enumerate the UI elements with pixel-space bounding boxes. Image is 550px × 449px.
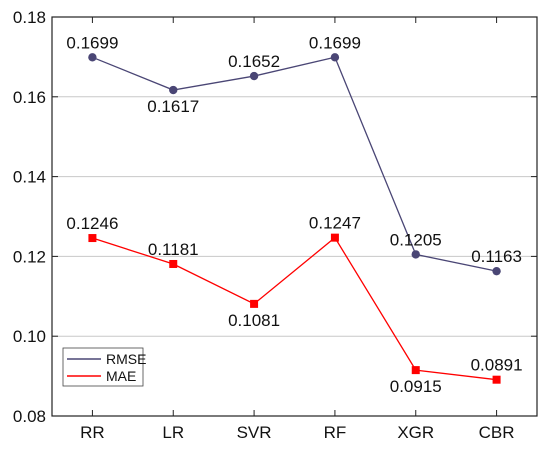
legend-label: RMSE: [106, 351, 146, 367]
y-tick-label: 0.18: [13, 8, 46, 27]
data-point: [249, 71, 259, 81]
plot-area-frame: [51, 16, 538, 417]
x-tick-label: LR: [162, 423, 184, 442]
y-tick-label: 0.14: [13, 168, 46, 187]
x-tick-label: SVR: [237, 423, 272, 442]
x-tick-label: CBR: [479, 423, 515, 442]
data-point: [411, 250, 420, 259]
data-label: 0.1246: [66, 214, 118, 233]
series-lines: [92, 56, 497, 381]
data-point: [169, 85, 178, 95]
legend-label: MAE: [106, 368, 136, 384]
data-label: 0.1699: [309, 33, 361, 52]
data-point: [169, 259, 178, 268]
data-point: [88, 234, 97, 243]
y-tick-label: 0.10: [13, 327, 46, 346]
data-point: [492, 375, 501, 384]
data-point: [330, 233, 339, 242]
data-label: 0.1181: [148, 240, 199, 259]
data-label: 0.1081: [228, 311, 280, 330]
x-tick-label: XGR: [397, 423, 434, 442]
data-point: [250, 299, 259, 308]
legend-box: [62, 347, 144, 387]
data-markers: [88, 53, 501, 384]
data-label: 0.0915: [390, 377, 442, 396]
data-label: 0.1652: [228, 52, 280, 71]
x-tick-label: RR: [80, 423, 105, 442]
x-tick-label: RF: [324, 423, 347, 442]
data-label: 0.0891: [471, 356, 523, 375]
data-label: 0.1699: [66, 33, 118, 52]
data-point: [411, 366, 420, 375]
y-tick-label: 0.16: [13, 88, 46, 107]
data-label: 0.1205: [390, 230, 442, 249]
y-tick-label: 0.12: [13, 247, 46, 266]
axis-ticks: [52, 16, 537, 417]
data-label: 0.1163: [471, 247, 522, 266]
gridlines: [52, 96, 537, 337]
y-axis-tick-labels: 0.08 0.10 0.12 0.14 0.16 0.18: [13, 8, 46, 426]
x-axis-tick-labels: RR LR SVR RF XGR CBR: [80, 423, 514, 442]
y-tick-label: 0.08: [13, 407, 46, 426]
series-line-rmse: [92, 56, 497, 272]
data-labels: 0.1699 0.1617 0.1652 0.1699 0.1205 0.1163 0.12…: [66, 33, 522, 396]
data-label: 0.1617: [147, 97, 199, 116]
data-point: [88, 53, 97, 62]
data-point: [492, 266, 501, 276]
data-point: [330, 53, 340, 62]
series-line-mae: [92, 236, 497, 381]
data-label: 0.1247: [309, 214, 361, 233]
